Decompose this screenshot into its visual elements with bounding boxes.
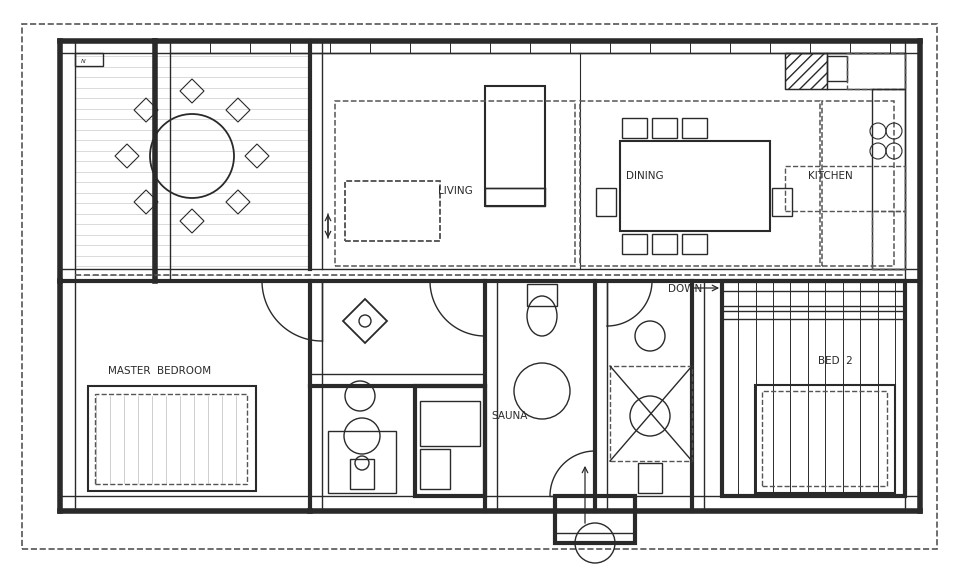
Bar <box>485 188 545 206</box>
Bar <box>638 463 662 493</box>
Bar <box>485 86 545 206</box>
Bar <box>652 234 677 254</box>
Bar <box>345 181 440 241</box>
Bar <box>335 101 575 266</box>
Bar <box>527 284 557 306</box>
Bar <box>345 181 440 241</box>
Bar <box>722 281 905 496</box>
Bar <box>785 53 905 89</box>
Bar <box>75 53 103 66</box>
Text: BED  2: BED 2 <box>818 356 852 366</box>
Bar <box>88 386 256 491</box>
Bar <box>755 385 895 493</box>
Bar <box>350 459 374 489</box>
Bar <box>785 166 905 211</box>
Bar <box>620 141 770 231</box>
Bar <box>328 431 396 493</box>
Bar <box>420 449 450 489</box>
Bar <box>822 101 894 266</box>
Text: LIVING: LIVING <box>438 186 472 196</box>
Text: N: N <box>81 58 85 63</box>
Text: DINING: DINING <box>626 171 663 181</box>
Bar <box>596 188 616 216</box>
Bar <box>420 401 480 446</box>
Bar <box>682 118 707 138</box>
Text: MASTER  BEDROOM: MASTER BEDROOM <box>108 366 211 376</box>
Bar <box>772 188 792 216</box>
Bar <box>652 118 677 138</box>
Bar <box>785 53 827 89</box>
Bar <box>872 211 905 269</box>
Text: KITCHEN: KITCHEN <box>807 171 852 181</box>
Text: DOWN: DOWN <box>668 284 702 294</box>
Bar <box>415 386 485 496</box>
Bar <box>95 394 247 484</box>
Bar <box>847 53 905 89</box>
Bar <box>682 234 707 254</box>
Bar <box>622 234 647 254</box>
Bar <box>555 496 635 543</box>
Bar <box>622 118 647 138</box>
Bar <box>580 101 820 266</box>
Text: SAUNA: SAUNA <box>492 411 528 421</box>
Bar <box>722 291 905 319</box>
Bar <box>762 391 887 486</box>
Bar <box>827 56 847 81</box>
Bar <box>610 366 692 461</box>
Bar <box>872 89 905 269</box>
